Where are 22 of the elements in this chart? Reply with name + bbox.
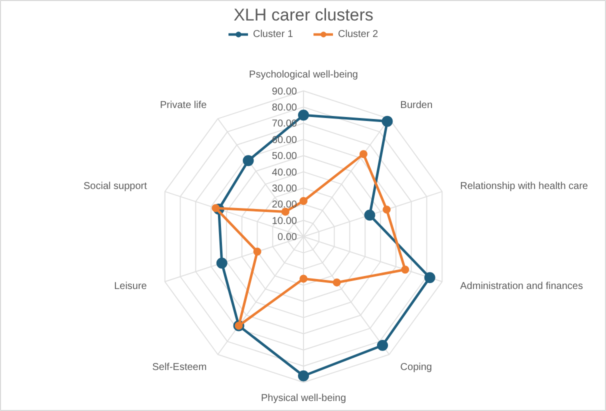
chart-title: XLH carer clusters	[234, 6, 374, 25]
y-tick-label: 80.00	[272, 102, 298, 114]
y-tick-label: 0.00	[277, 232, 298, 244]
y-tick-label: 60.00	[272, 134, 298, 146]
spoke-label: Administration and finances	[460, 281, 583, 292]
spoke-label: Social support	[84, 181, 148, 192]
y-tick-label: 90.00	[272, 86, 298, 98]
legend-label: Cluster 1	[252, 28, 293, 40]
legend-label: Cluster 2	[338, 28, 378, 40]
y-tick-label: 40.00	[272, 167, 298, 178]
y-tick-label: 10.00	[272, 216, 298, 227]
y-tick-label: 30.00	[272, 184, 298, 195]
spoke-label: Self-Esteem	[152, 362, 207, 373]
y-tick-label: 20.00	[272, 200, 298, 211]
spoke-label: Private life	[160, 100, 208, 112]
spoke-label: Physical well-being	[260, 392, 346, 404]
spoke-label: Leisure	[114, 281, 148, 292]
spoke-label: Burden	[400, 100, 433, 112]
spoke-label: Relationship with health care	[460, 181, 588, 192]
spoke-label: Psychological well-being	[249, 69, 358, 80]
y-tick-label: 50.00	[272, 151, 298, 162]
spoke-label: Coping	[400, 362, 432, 373]
